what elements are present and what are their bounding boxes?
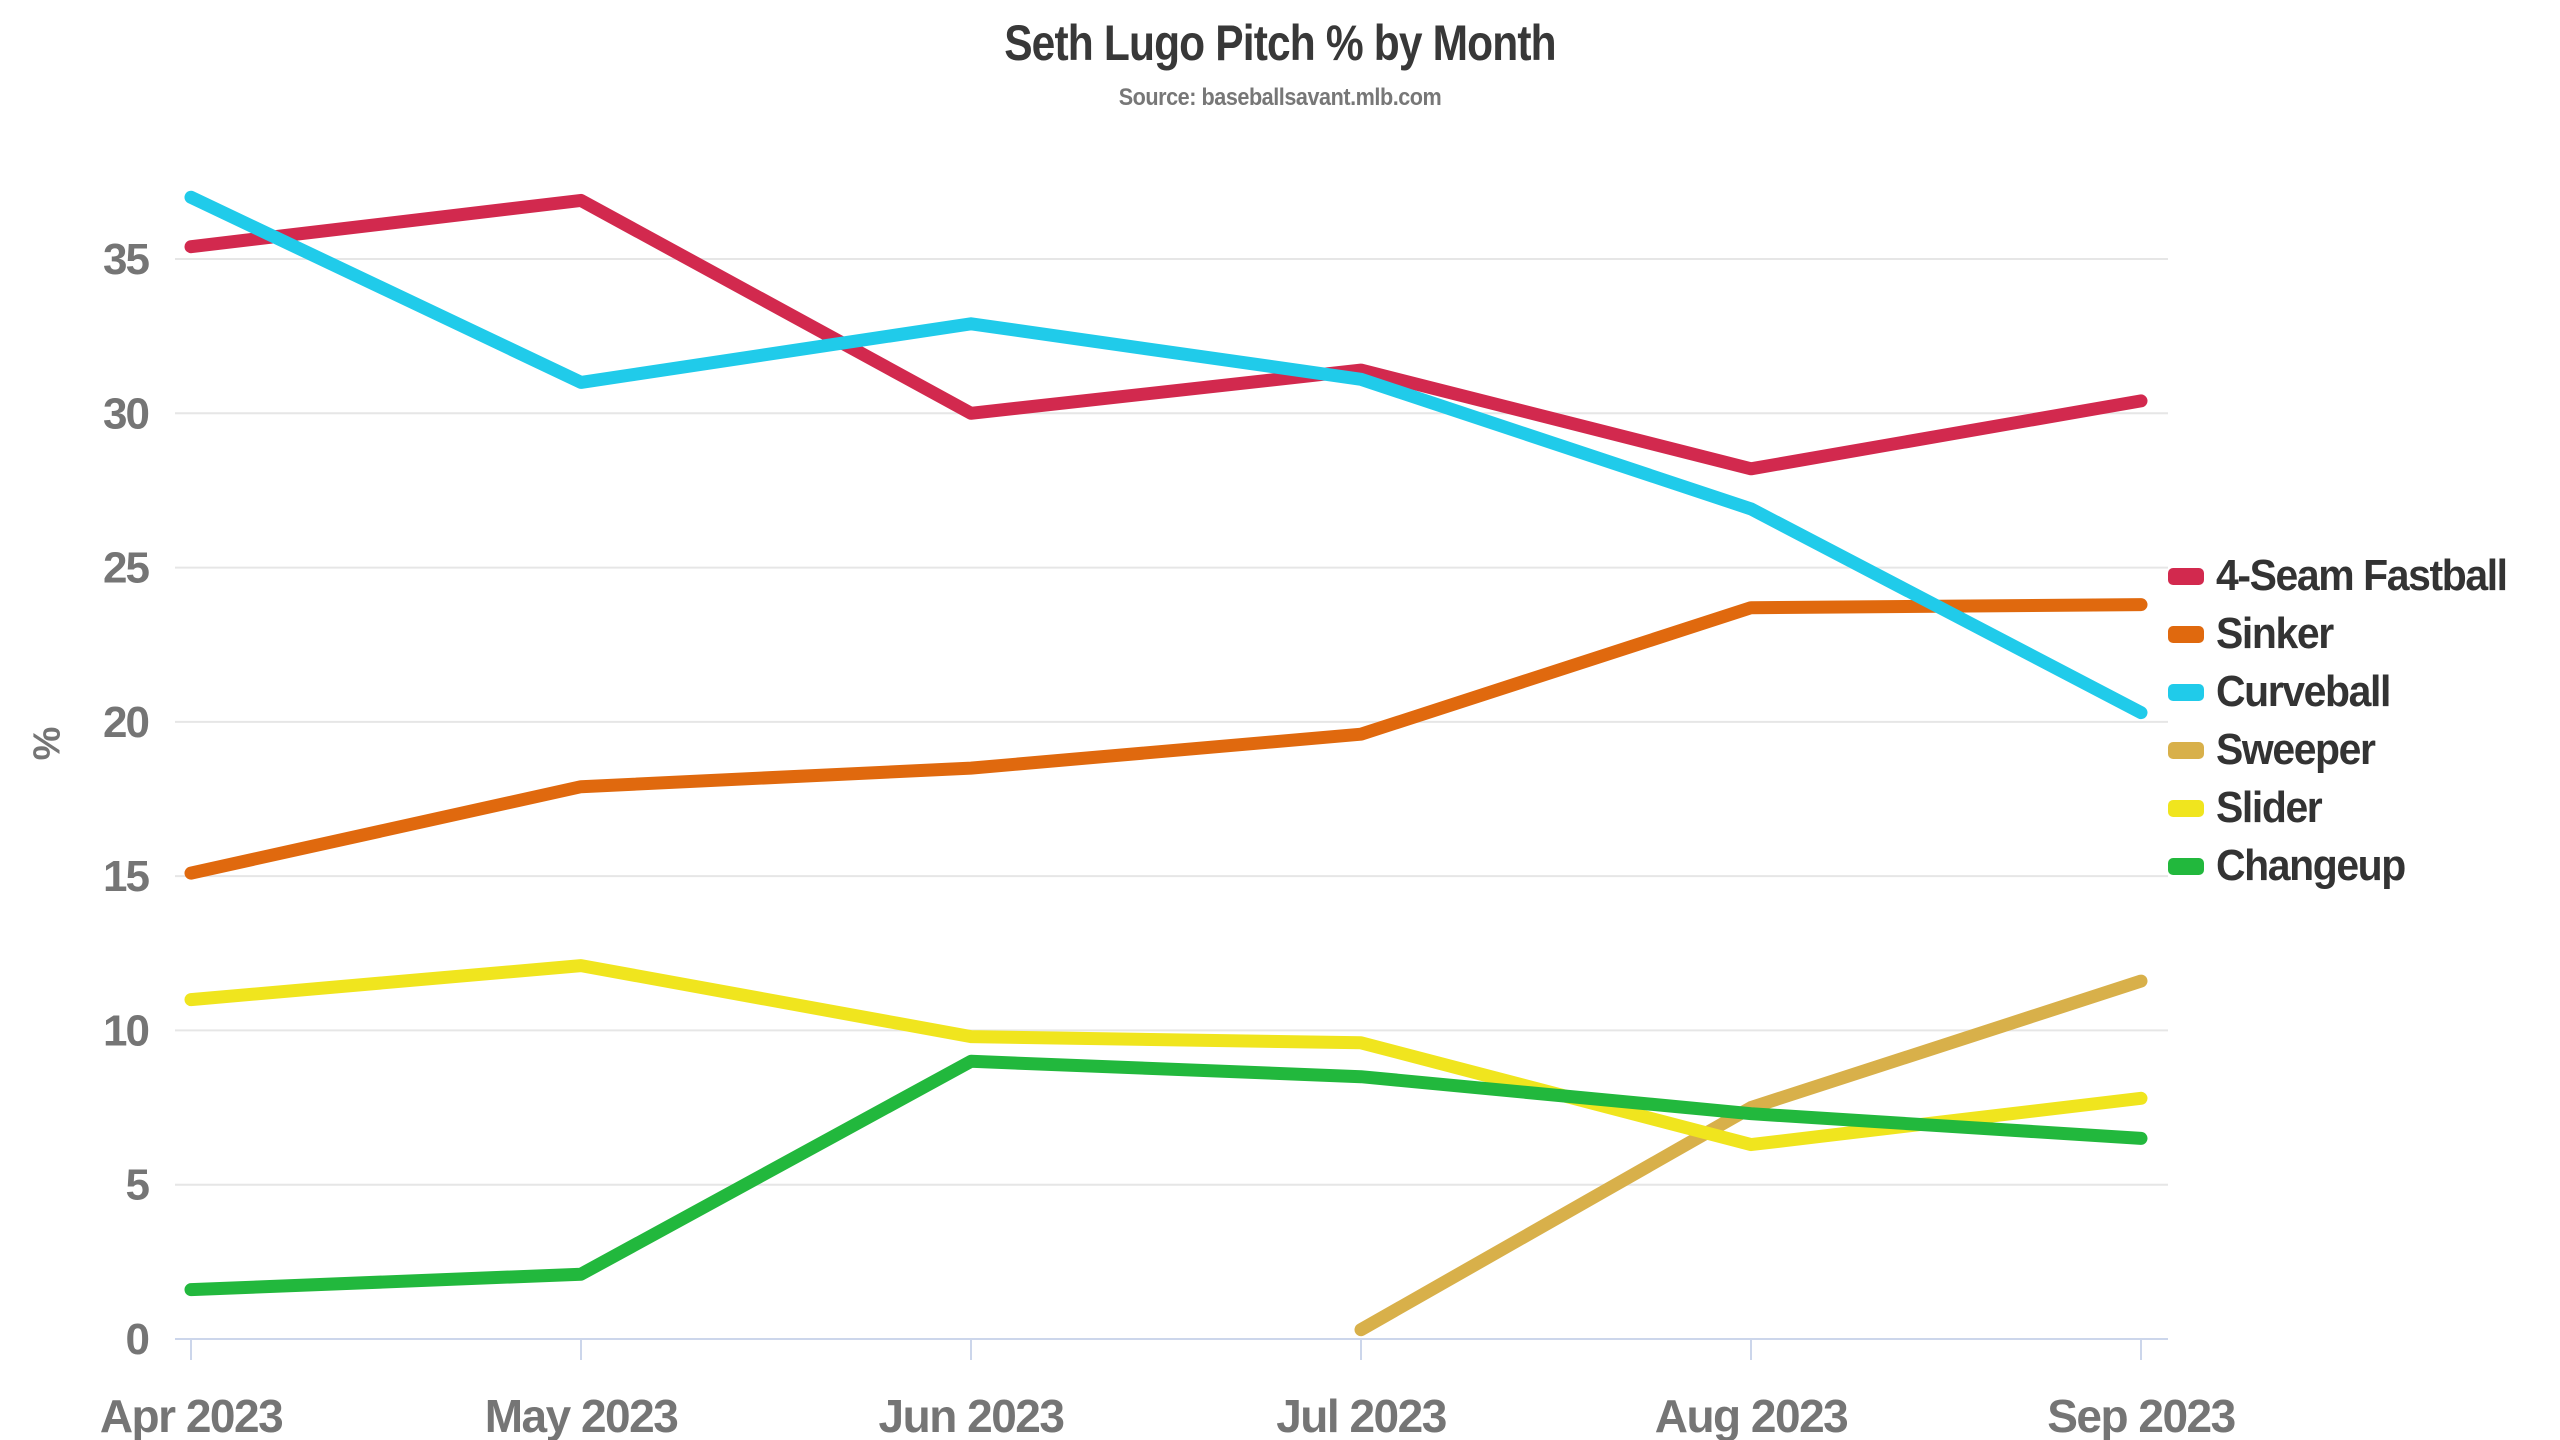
legend-swatch-changeup	[2168, 857, 2204, 875]
series-line-curveball[interactable]	[184, 190, 2148, 720]
x-tick-label-apr-2023: Apr 2023	[100, 1390, 282, 1440]
legend-swatch-curveball	[2168, 683, 2204, 701]
y-tick-label-20: 20	[103, 698, 148, 747]
x-tick-label-jun-2023: Jun 2023	[879, 1390, 1064, 1440]
y-tick-label-5: 5	[126, 1161, 150, 1210]
x-tick-label-sep-2023: Sep 2023	[2047, 1390, 2234, 1440]
series-line-sweeper[interactable]	[1354, 974, 2148, 1337]
gridlines-layer	[175, 258, 2168, 1340]
y-tick-label-15: 15	[103, 852, 149, 901]
series-line-slider[interactable]	[184, 959, 2148, 1152]
series-line-sinker[interactable]	[184, 598, 2148, 880]
axis-labels-layer: 0 5 10 15 20 25 30 35 Apr 2023 May 2023 Jun 2023 Ju…	[100, 235, 2236, 1440]
legend: 4-Seam Fastball Sinker Curveball Sweeper Sli…	[2168, 554, 2529, 888]
legend-swatch-slider	[2168, 799, 2204, 817]
legend-swatch-4-seam-fastball	[2168, 567, 2204, 585]
legend-label-sinker: Sinker	[2216, 609, 2334, 658]
series-line-4-seam-fastball[interactable]	[184, 193, 2148, 476]
axis-layer	[175, 1338, 2168, 1360]
series-line-changeup[interactable]	[184, 1054, 2148, 1297]
legend-item-curveball[interactable]: Curveball	[2168, 670, 2529, 714]
x-tick-label-jul-2023: Jul 2023	[1276, 1390, 1446, 1440]
chart-title: Seth Lugo Pitch % by Month	[1004, 15, 1556, 71]
series-layer	[184, 190, 2148, 1337]
y-tick-label-25: 25	[103, 544, 149, 593]
legend-label-sweeper: Sweeper	[2216, 725, 2376, 774]
chart-subtitle: Source: baseballsavant.mlb.com	[1118, 84, 1442, 111]
legend-item-slider[interactable]: Slider	[2168, 786, 2529, 830]
x-tick-label-may-2023: May 2023	[485, 1390, 678, 1440]
legend-swatch-sinker	[2168, 625, 2204, 643]
legend-label-curveball: Curveball	[2216, 667, 2391, 716]
y-tick-label-10: 10	[103, 1006, 148, 1055]
legend-swatch-sweeper	[2168, 741, 2204, 759]
legend-item-sinker[interactable]: Sinker	[2168, 612, 2529, 656]
legend-label-4-seam-fastball: 4-Seam Fastball	[2216, 551, 2508, 600]
legend-item-sweeper[interactable]: Sweeper	[2168, 728, 2529, 772]
y-tick-label-30: 30	[103, 389, 148, 438]
legend-item-4-seam-fastball[interactable]: 4-Seam Fastball	[2168, 554, 2529, 598]
legend-label-changeup: Changeup	[2216, 841, 2406, 890]
y-tick-label-0: 0	[126, 1315, 149, 1364]
x-tick-label-aug-2023: Aug 2023	[1655, 1390, 1848, 1440]
y-tick-label-35: 35	[103, 235, 149, 284]
legend-label-slider: Slider	[2216, 783, 2323, 832]
legend-item-changeup[interactable]: Changeup	[2168, 844, 2529, 888]
